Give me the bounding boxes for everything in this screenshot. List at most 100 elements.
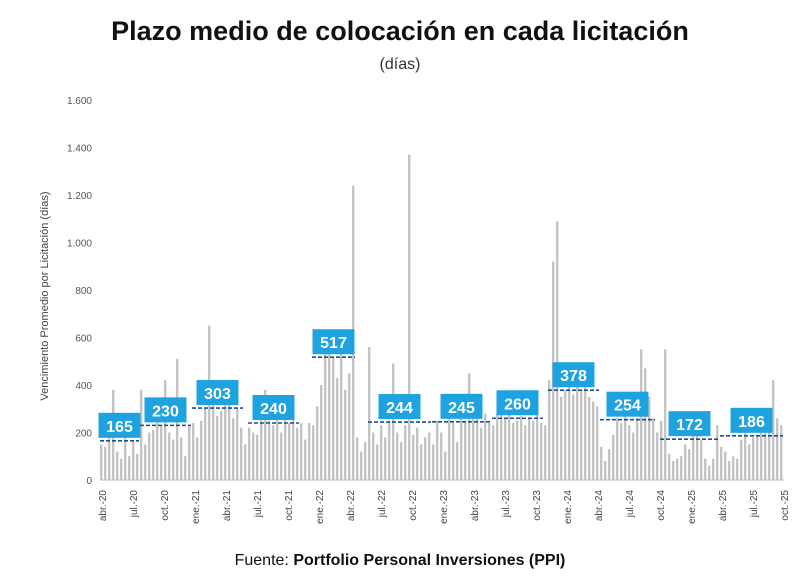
x-tick-label: abr.-24	[594, 490, 605, 522]
average-label: 165	[106, 419, 133, 436]
average-label: 244	[386, 400, 413, 417]
bar	[328, 347, 331, 480]
average-label-box	[552, 362, 595, 388]
bar	[224, 401, 227, 480]
bar	[448, 408, 451, 480]
y-tick-label: 800	[75, 286, 92, 297]
bar	[460, 413, 463, 480]
bar	[276, 418, 279, 480]
bar	[508, 411, 511, 480]
bar	[744, 432, 747, 480]
bar	[540, 423, 543, 480]
bar	[404, 425, 407, 480]
bar	[156, 420, 159, 480]
bar	[348, 373, 351, 480]
y-tick-label: 1.200	[67, 191, 92, 202]
bar	[764, 425, 767, 480]
average-label: 254	[614, 398, 641, 415]
bar	[188, 425, 191, 480]
average-label-box	[440, 393, 483, 419]
bar	[592, 401, 595, 480]
x-tick-label: jul.-24	[625, 490, 636, 519]
bar	[396, 432, 399, 480]
bar	[768, 432, 771, 480]
bar	[380, 425, 383, 480]
bar	[280, 432, 283, 480]
average-label-box	[496, 390, 539, 416]
chart-subtitle: (días)	[379, 56, 421, 73]
bar	[720, 446, 723, 480]
bar	[152, 430, 155, 480]
average-label-box	[668, 411, 711, 437]
bar	[384, 437, 387, 480]
y-tick-label: 0	[86, 476, 92, 487]
bar	[200, 420, 203, 480]
average-label: 240	[260, 401, 287, 418]
bar	[688, 449, 691, 480]
bar	[580, 389, 583, 480]
bar	[636, 418, 639, 480]
bar	[312, 425, 315, 480]
x-tick-label: abr.-21	[222, 490, 233, 522]
bar	[436, 420, 439, 480]
bar	[780, 425, 783, 480]
bar	[324, 337, 327, 480]
bar	[520, 415, 523, 480]
average-label: 517	[320, 335, 347, 352]
bar	[136, 453, 139, 480]
x-tick-label: oct.-22	[408, 490, 419, 521]
x-tick-label: abr.-22	[346, 490, 357, 522]
bar	[772, 380, 775, 480]
bar	[172, 439, 175, 480]
x-tick-label: ene.-21	[191, 490, 202, 524]
bar	[288, 423, 291, 480]
bar	[544, 425, 547, 480]
bar	[748, 444, 751, 480]
average-label-box	[98, 412, 141, 438]
bar	[144, 444, 147, 480]
bar	[256, 434, 259, 480]
bar	[232, 418, 235, 480]
bar	[388, 420, 391, 480]
bar	[148, 432, 151, 480]
average-label: 186	[738, 414, 765, 431]
bar	[376, 444, 379, 480]
average-label-box	[606, 391, 649, 417]
bar	[524, 425, 527, 480]
average-label: 303	[204, 386, 231, 403]
bar	[360, 451, 363, 480]
average-label-box	[144, 397, 187, 423]
bar	[464, 420, 467, 480]
bar	[656, 432, 659, 480]
average-label-box	[378, 394, 421, 420]
bar	[444, 451, 447, 480]
bar	[220, 411, 223, 480]
bar	[164, 380, 167, 480]
average-label-box	[196, 380, 239, 406]
bar	[568, 385, 571, 480]
bar	[228, 394, 231, 480]
bar	[480, 427, 483, 480]
bar	[120, 458, 123, 480]
bar	[560, 396, 563, 480]
bar	[140, 389, 143, 480]
bar	[344, 389, 347, 480]
bar	[604, 461, 607, 480]
bar	[180, 437, 183, 480]
bar	[612, 434, 615, 480]
bar	[284, 413, 287, 480]
bar	[100, 444, 103, 480]
bar	[412, 434, 415, 480]
bar	[756, 434, 759, 480]
bar	[216, 415, 219, 480]
bar	[660, 420, 663, 480]
x-tick-label: jul.-21	[253, 490, 264, 519]
bar	[696, 432, 699, 480]
bar	[320, 385, 323, 480]
bar	[684, 444, 687, 480]
x-tick-label: jul.-23	[501, 490, 512, 519]
bar	[548, 380, 551, 480]
x-tick-label: oct.-23	[532, 490, 543, 521]
x-tick-label: oct.-20	[160, 490, 171, 521]
